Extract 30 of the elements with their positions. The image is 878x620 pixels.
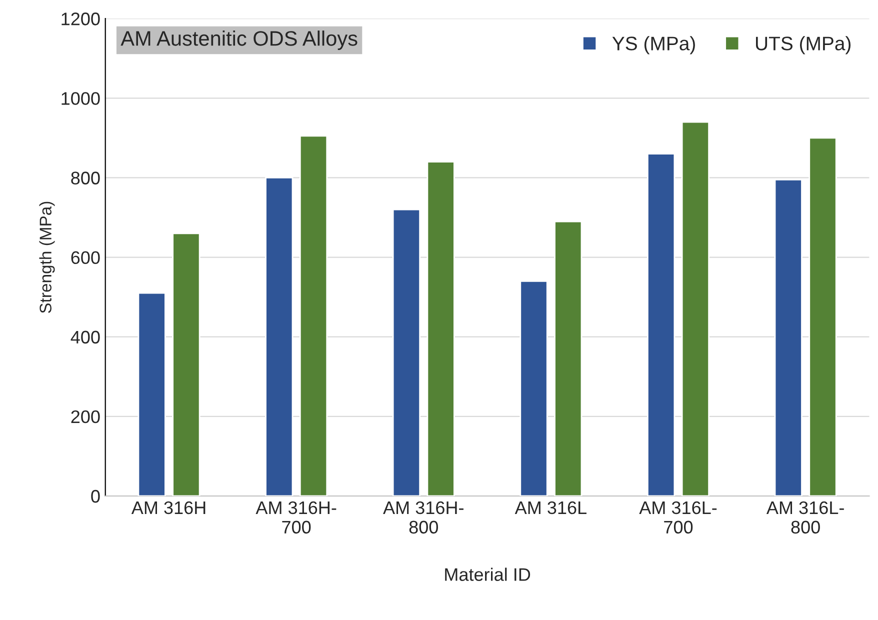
x-tick-label: AM 316H- 800 bbox=[383, 501, 464, 534]
y-axis-title: Strength (MPa) bbox=[39, 202, 55, 314]
bar bbox=[554, 220, 582, 496]
x-tick-label: AM 316H bbox=[131, 501, 206, 514]
bar bbox=[426, 161, 455, 496]
bar bbox=[520, 280, 548, 496]
bar bbox=[808, 137, 837, 496]
y-tick-label: 400 bbox=[70, 330, 100, 344]
bar bbox=[681, 121, 710, 496]
legend-label: YS (MPa) bbox=[612, 36, 695, 54]
y-tick-label: 0 bbox=[91, 490, 100, 503]
text: AM Austenitic ODS Alloys bbox=[120, 30, 358, 50]
y-tick-label: 600 bbox=[71, 251, 100, 264]
bar bbox=[265, 177, 294, 496]
x-tick-label: AM 316L- 700 bbox=[639, 501, 717, 534]
bar bbox=[172, 232, 200, 496]
x-tick-label: AM 316H- 700 bbox=[256, 501, 336, 534]
y-tick-label: 1000 bbox=[62, 92, 100, 105]
bar bbox=[774, 179, 802, 496]
y-tick-label: 800 bbox=[71, 172, 100, 184]
x-tick-label: AM 316L bbox=[514, 501, 586, 514]
legend-label: UTS (MPa) bbox=[756, 36, 851, 54]
bar bbox=[647, 153, 676, 496]
y-tick-label: 1200 bbox=[62, 12, 100, 26]
x-axis-title: Material ID bbox=[445, 568, 530, 581]
y-tick-label: 200 bbox=[71, 410, 100, 424]
bar bbox=[392, 208, 421, 496]
bar bbox=[138, 292, 166, 496]
bar bbox=[299, 135, 328, 496]
x-tick-label: AM 316L- 800 bbox=[766, 501, 844, 534]
